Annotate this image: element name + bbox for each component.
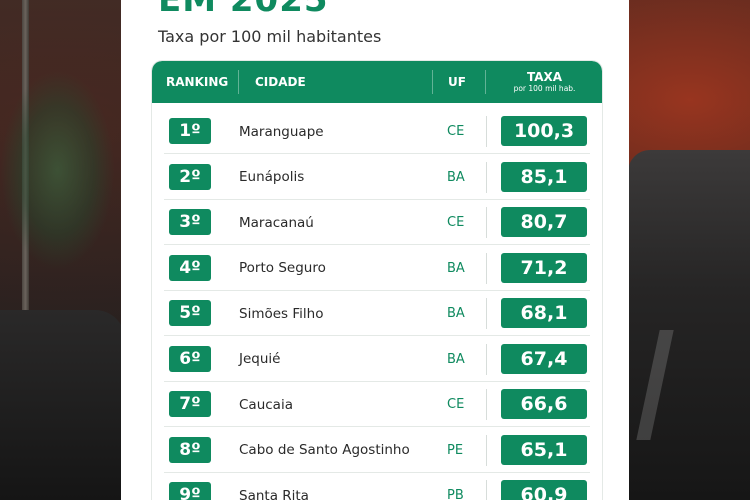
- background-car-left: [0, 310, 125, 500]
- rate-badge: 80,7: [501, 207, 587, 237]
- state-code: CE: [447, 397, 465, 412]
- city-name: Santa Rita: [239, 487, 309, 500]
- table-row: 9º Santa Rita PB 60,9: [164, 473, 590, 500]
- table-row: 4º Porto Seguro BA 71,2: [164, 246, 590, 291]
- header-taxa-label: TAXA: [526, 70, 563, 84]
- row-divider: [486, 389, 487, 420]
- header-uf: UF: [448, 75, 466, 89]
- state-code: CE: [447, 124, 465, 139]
- header-divider: [485, 70, 486, 94]
- table-row: 5º Simões Filho BA 68,1: [164, 291, 590, 336]
- ranking-table: RANKING CIDADE UF TAXA por 100 mil hab. …: [152, 61, 602, 500]
- state-code: BA: [447, 169, 465, 185]
- city-name: Eunápolis: [239, 169, 305, 185]
- rate-badge: 67,4: [501, 343, 587, 374]
- state-code: BA: [447, 351, 465, 367]
- background-police-car: [628, 150, 750, 500]
- city-name: Caucaia: [239, 396, 293, 413]
- rate-badge: 65,1: [501, 434, 587, 465]
- state-code: PE: [447, 442, 464, 458]
- rank-badge: 7º: [169, 391, 211, 417]
- header-taxa: TAXA por 100 mil hab.: [497, 61, 592, 103]
- state-code: PB: [447, 488, 464, 500]
- city-name: Maracanaú: [239, 214, 314, 231]
- row-divider: [486, 207, 487, 238]
- headline: EM 2025: [158, 0, 329, 20]
- table-header: RANKING CIDADE UF TAXA por 100 mil hab.: [152, 61, 602, 103]
- rate-badge: 85,1: [501, 161, 587, 192]
- rate-badge: 60,9: [501, 480, 587, 500]
- state-code: BA: [447, 306, 465, 321]
- header-divider: [238, 70, 239, 94]
- city-name: Porto Seguro: [239, 260, 326, 276]
- table-row: 8º Cabo de Santo Agostinho PE 65,1: [164, 428, 590, 473]
- header-divider: [432, 70, 433, 94]
- city-name: Cabo de Santo Agostinho: [239, 442, 410, 458]
- row-divider: [486, 252, 487, 284]
- rank-badge: 4º: [169, 254, 211, 281]
- rank-badge: 1º: [169, 118, 211, 144]
- row-divider: [486, 480, 487, 500]
- row-divider: [486, 116, 487, 147]
- rate-badge: 66,6: [501, 389, 587, 419]
- row-divider: [486, 298, 487, 329]
- rank-badge: 3º: [169, 209, 211, 235]
- city-name: Maranguape: [239, 123, 324, 140]
- table-row: 7º Caucaia CE 66,6: [164, 382, 590, 427]
- city-name: Jequié: [239, 351, 281, 367]
- city-name: Simões Filho: [239, 305, 324, 322]
- table-row: 2º Eunápolis BA 85,1: [164, 155, 590, 200]
- rate-badge: 68,1: [501, 298, 587, 328]
- rate-badge: 71,2: [501, 252, 587, 283]
- table-row: 1º Maranguape CE 100,3: [164, 109, 590, 154]
- rank-badge: 8º: [169, 436, 211, 463]
- row-divider: [486, 161, 487, 193]
- row-divider: [486, 434, 487, 466]
- header-taxa-unit: por 100 mil hab.: [513, 84, 576, 93]
- rank-badge: 2º: [169, 163, 211, 190]
- rank-badge: 6º: [169, 345, 211, 372]
- rate-badge: 100,3: [501, 116, 587, 146]
- rank-badge: 9º: [169, 482, 211, 500]
- table-row: 6º Jequié BA 67,4: [164, 337, 590, 382]
- rank-badge: 5º: [169, 300, 211, 326]
- background-palm: [0, 70, 115, 270]
- ranking-card: EM 2025 Taxa por 100 mil habitantes RANK…: [121, 0, 629, 500]
- state-code: BA: [447, 260, 465, 276]
- header-ranking: RANKING: [166, 75, 229, 89]
- state-code: CE: [447, 215, 465, 230]
- header-cidade: CIDADE: [255, 75, 306, 89]
- row-divider: [486, 343, 487, 375]
- subtitle: Taxa por 100 mil habitantes: [158, 27, 382, 46]
- table-row: 3º Maracanaú CE 80,7: [164, 200, 590, 245]
